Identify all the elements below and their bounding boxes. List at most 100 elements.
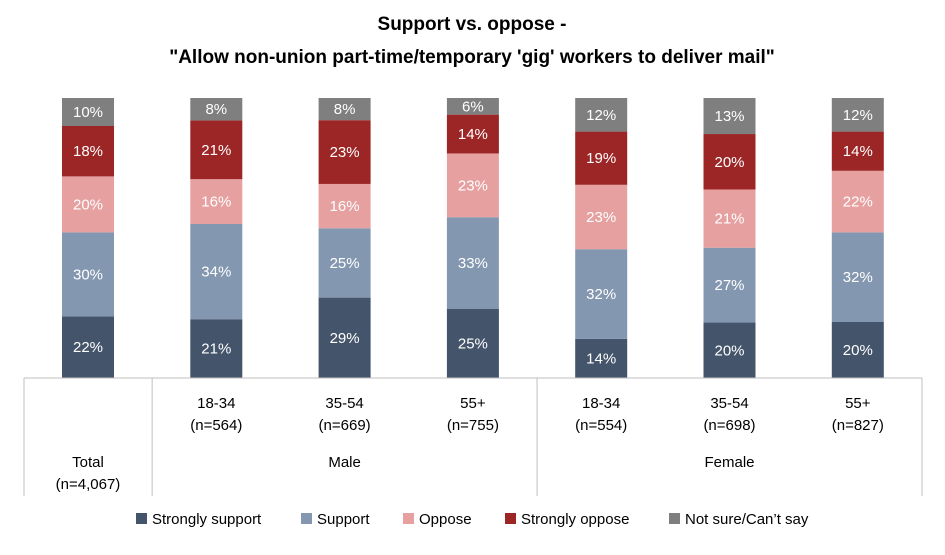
- bar-segment: [62, 176, 114, 233]
- data-label: 20%: [73, 196, 103, 213]
- group-label: Female: [704, 454, 754, 471]
- category-n-label: (n=698): [703, 417, 755, 434]
- data-label: 25%: [330, 255, 360, 272]
- bar-segment: [190, 319, 243, 378]
- bar-segment: [831, 131, 884, 171]
- bar-segment: [575, 184, 628, 250]
- legend-label: Strongly support: [152, 511, 262, 528]
- bar-segment: [318, 228, 371, 298]
- bar-segment: [318, 183, 371, 229]
- legend-swatch: [403, 513, 414, 524]
- data-label: 16%: [201, 194, 231, 211]
- category-n-label: (n=827): [832, 417, 884, 434]
- bar-segment: [446, 98, 499, 115]
- category-label: 18-34: [582, 395, 620, 412]
- category-label: 35-54: [710, 395, 748, 412]
- data-label: 20%: [714, 154, 744, 171]
- bar-segment: [318, 98, 371, 121]
- data-label: 23%: [586, 209, 616, 226]
- data-label: 22%: [843, 194, 873, 211]
- category-label: 35-54: [325, 395, 363, 412]
- data-label: 23%: [330, 144, 360, 161]
- bar-segment: [575, 249, 628, 339]
- legend-swatch: [301, 513, 312, 524]
- data-label: 20%: [714, 342, 744, 359]
- data-label: 8%: [334, 101, 356, 118]
- bar-segment: [446, 153, 499, 218]
- category-label: Total: [72, 454, 104, 471]
- group-label: Male: [328, 454, 361, 471]
- chart-title-line2: "Allow non-union part-time/temporary 'gi…: [169, 47, 775, 68]
- bar-segment: [575, 338, 628, 378]
- bar-segment: [575, 98, 628, 132]
- data-label: 34%: [201, 264, 231, 281]
- category-axis: Total (n=4,067) 18-34 (n=564) 35-54 (n=669) 55…: [23, 377, 923, 496]
- legend-label: Strongly oppose: [521, 511, 629, 528]
- bar-segment: [318, 297, 371, 378]
- chart-title-line1: Support vs. oppose -: [378, 14, 567, 35]
- data-label: 12%: [586, 107, 616, 124]
- data-label: 16%: [330, 198, 360, 215]
- legend-label: Oppose: [419, 511, 472, 528]
- data-label: 33%: [458, 255, 488, 272]
- category-n-label: (n=554): [575, 417, 627, 434]
- data-label: 12%: [843, 107, 873, 124]
- bar-segment: [575, 131, 628, 185]
- bar-segment: [190, 224, 243, 320]
- legend-swatch: [669, 513, 680, 524]
- data-label: 14%: [586, 350, 616, 367]
- bar-segment: [703, 247, 756, 323]
- category-n-label: (n=4,067): [56, 476, 121, 493]
- data-label: 8%: [205, 101, 227, 118]
- data-label: 30%: [73, 266, 103, 283]
- legend-swatch: [136, 513, 147, 524]
- category-n-label: (n=755): [447, 417, 499, 434]
- data-label: 21%: [714, 211, 744, 228]
- data-label: 21%: [201, 142, 231, 159]
- bar-segment: [703, 322, 756, 378]
- bar-segment: [703, 98, 756, 135]
- data-label: 25%: [458, 335, 488, 352]
- bar-segment: [831, 322, 884, 378]
- bar-segment: [703, 189, 756, 248]
- bar-segment: [831, 170, 884, 233]
- bar-segment: [62, 232, 114, 317]
- bars-layer: 22% 30% 20% 18% 10% 21% 34% 16% 21% 8% 29% 25% 16% 23…: [62, 98, 884, 378]
- bar-segment: [446, 114, 499, 154]
- data-label: 32%: [586, 286, 616, 303]
- data-label: 21%: [201, 341, 231, 358]
- category-n-label: (n=564): [190, 417, 242, 434]
- bar-segment: [703, 134, 756, 190]
- legend-label: Support: [317, 511, 370, 528]
- data-label: 23%: [458, 177, 488, 194]
- category-label: 18-34: [197, 395, 235, 412]
- bar-segment: [446, 217, 499, 309]
- legend-swatch: [505, 513, 516, 524]
- data-label: 20%: [843, 342, 873, 359]
- legend: Strongly support Support Oppose Strongly op…: [136, 511, 809, 528]
- bar-segment: [190, 179, 243, 224]
- bar-segment: [831, 98, 884, 132]
- data-label: 22%: [73, 339, 103, 356]
- bar-segment: [62, 126, 114, 177]
- legend-label: Not sure/Can’t say: [685, 511, 809, 528]
- bar-segment: [62, 316, 114, 378]
- bar-segment: [62, 98, 114, 126]
- data-label: 14%: [843, 143, 873, 160]
- data-label: 13%: [714, 108, 744, 125]
- data-label: 6%: [462, 98, 484, 115]
- data-label: 32%: [843, 269, 873, 286]
- data-label: 19%: [586, 150, 616, 167]
- category-n-label: (n=669): [319, 417, 371, 434]
- bar-segment: [318, 120, 371, 184]
- bar-segment: [190, 98, 243, 121]
- data-label: 14%: [458, 126, 488, 143]
- category-label: 55+: [460, 395, 486, 412]
- data-label: 27%: [714, 277, 744, 294]
- bar-segment: [831, 232, 884, 322]
- data-label: 29%: [330, 330, 360, 347]
- category-label: 55+: [845, 395, 871, 412]
- bar-segment: [190, 120, 243, 180]
- data-label: 18%: [73, 143, 103, 160]
